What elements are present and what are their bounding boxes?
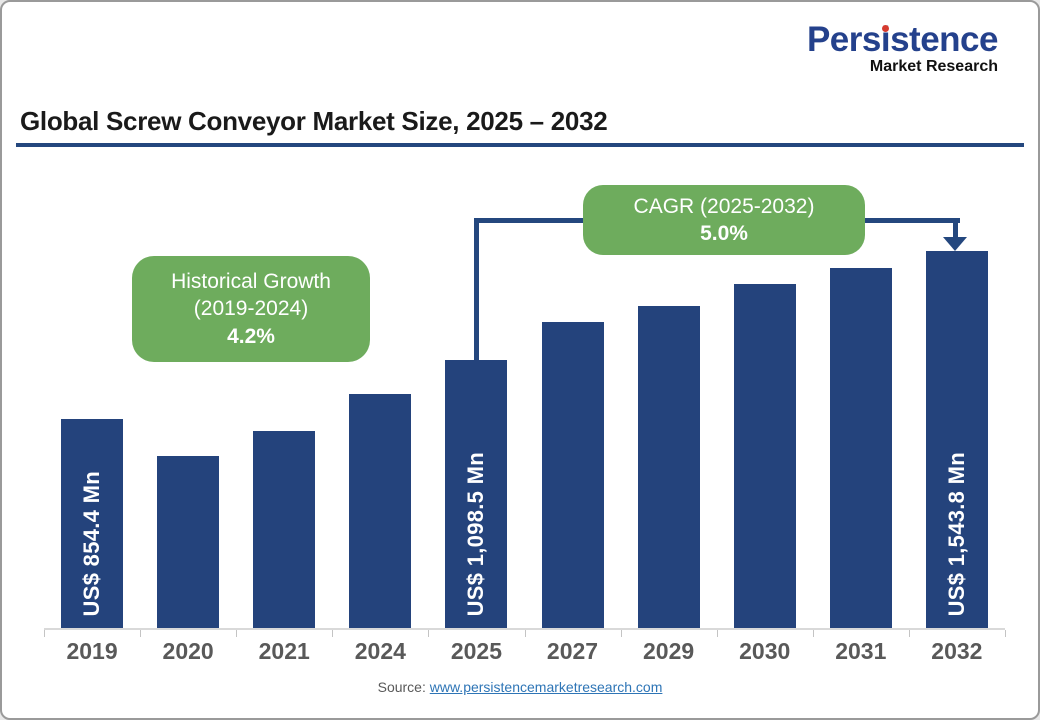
- bar-2032: US$ 1,543.8 Mn: [925, 251, 988, 628]
- bar-2024: [349, 394, 412, 628]
- x-axis-label-2025: 2025: [450, 638, 502, 664]
- bar-2025: US$ 1,098.5 Mn: [445, 360, 508, 628]
- brand-name-post: stence: [890, 20, 998, 59]
- chart-column-2019: US$ 854.4 Mn: [44, 228, 140, 628]
- x-axis-tick: [140, 630, 141, 637]
- chart-column-2020: [140, 228, 236, 628]
- x-axis-label-2031: 2031: [835, 638, 887, 664]
- x-axis-label-2021: 2021: [258, 638, 310, 664]
- bar-value-label-2019: US$ 854.4 Mn: [79, 470, 105, 616]
- title-underline: [16, 143, 1024, 147]
- historical-growth-line1: Historical Growth: [171, 270, 331, 294]
- x-axis-tick: [909, 630, 910, 637]
- chart-column-2024: [332, 228, 428, 628]
- bar-value-label-2025: US$ 1,098.5 Mn: [463, 451, 489, 616]
- x-axis-tick: [236, 630, 237, 637]
- source-label: Source:: [377, 679, 426, 695]
- x-axis-tick: [621, 630, 622, 637]
- x-axis-tick: [44, 630, 45, 637]
- bar-2019: US$ 854.4 Mn: [61, 419, 124, 628]
- historical-growth-value: 4.2%: [227, 324, 275, 348]
- source-line: Source: www.persistencemarketresearch.co…: [2, 679, 1038, 695]
- bar-2030: [733, 284, 796, 628]
- chart-column-2025: US$ 1,098.5 Mn: [428, 228, 524, 628]
- x-axis-tick: [525, 630, 526, 637]
- cagr-arrow-rise: [474, 218, 479, 388]
- x-axis-label-2032: 2032: [931, 638, 983, 664]
- cagr-callout: CAGR (2025-2032) 5.0%: [583, 185, 865, 255]
- chart-column-2027: [524, 228, 620, 628]
- bar-chart-plot: US$ 854.4 Mn US$ 1,098.5 Mn US$ 1,543.8 Mn: [44, 228, 1005, 630]
- x-axis-label-2020: 2020: [162, 638, 214, 664]
- x-axis-tick: [332, 630, 333, 637]
- brand-tagline: Market Research: [869, 58, 998, 75]
- source-link[interactable]: www.persistencemarketresearch.com: [429, 679, 663, 695]
- x-axis-label-2029: 2029: [643, 638, 695, 664]
- bar-2021: [253, 431, 316, 628]
- bar-2031: [829, 268, 892, 628]
- historical-growth-callout: Historical Growth (2019-2024) 4.2%: [132, 256, 370, 362]
- cagr-arrow-drop: [953, 218, 958, 238]
- x-axis-label-2019: 2019: [66, 638, 118, 664]
- cagr-value: 5.0%: [700, 222, 748, 245]
- x-axis-tick: [428, 630, 429, 637]
- chart-column-2031: [813, 228, 909, 628]
- chart-column-2030: [717, 228, 813, 628]
- x-axis-ticks: [44, 630, 1006, 638]
- bar-2020: [157, 456, 220, 628]
- bar-value-label-2032: US$ 1,543.8 Mn: [943, 451, 969, 616]
- historical-growth-line2: (2019-2024): [193, 297, 309, 321]
- chart-column-2021: [236, 228, 332, 628]
- cagr-line1: CAGR (2025-2032): [633, 194, 815, 218]
- x-axis-label-2027: 2027: [546, 638, 599, 664]
- x-axis-tick: [717, 630, 718, 637]
- chart-column-2032: US$ 1,543.8 Mn: [909, 228, 1005, 628]
- x-axis-tick: [813, 630, 814, 637]
- brand-name-i-reddot: i: [880, 20, 891, 59]
- bar-2029: [637, 306, 700, 628]
- brand-name: Persistence: [806, 20, 999, 59]
- chart-column-2029: [621, 228, 717, 628]
- cagr-arrow-head-icon: [943, 237, 967, 251]
- x-axis-label-2024: 2024: [354, 638, 406, 664]
- bar-2027: [541, 322, 604, 628]
- x-axis-label-2030: 2030: [739, 638, 791, 664]
- x-axis-labels: 2019 2020 2021 2024 2025 2027 2029 2030 2031 2032: [44, 638, 1005, 665]
- brand-logo: Persistence Market Research: [806, 20, 999, 75]
- brand-name-pre: Pers: [806, 20, 881, 59]
- x-axis-tick: [1005, 630, 1006, 637]
- chart-title: Global Screw Conveyor Market Size, 2025 …: [20, 106, 608, 136]
